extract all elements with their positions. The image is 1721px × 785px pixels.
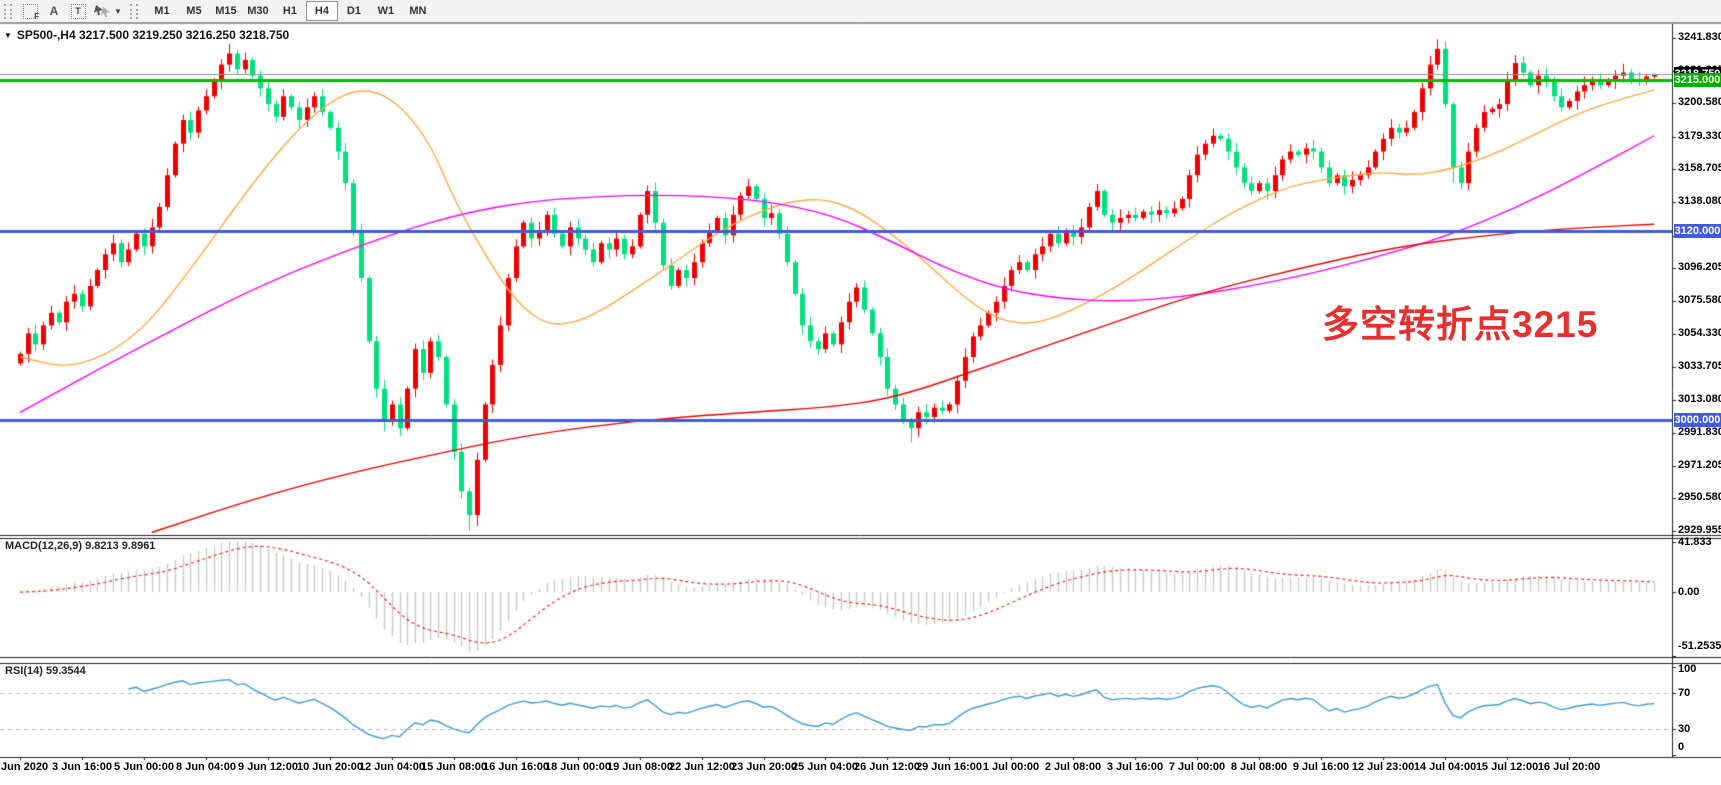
time-axis-label: 12 Jun 04:00 — [358, 761, 426, 773]
arrows-icon[interactable] — [92, 2, 112, 20]
time-axis-label: 29 Jun 16:00 — [915, 761, 983, 773]
price-tick-label: 2971.205 — [1678, 459, 1721, 471]
price-tick-label: 3138.080 — [1678, 195, 1721, 207]
timeframe-button-h4[interactable]: H4 — [305, 1, 338, 21]
time-axis-label: 7 Jul 00:00 — [1168, 761, 1226, 773]
dropdown-caret-icon[interactable]: ▼ — [114, 6, 122, 16]
macd-tick-label: 41.833 — [1678, 536, 1712, 548]
price-tick-label: 2929.955 — [1678, 524, 1721, 536]
time-axis-label: 5 Jun 00:00 — [114, 761, 174, 773]
timeframe-button-mn[interactable]: MN — [409, 5, 427, 17]
price-tick-label: 3054.330 — [1678, 327, 1721, 339]
timeframe-button-m5[interactable]: M5 — [186, 5, 202, 17]
price-tick-label: 3158.705 — [1678, 162, 1721, 174]
price-line-label: 3120.000 — [1674, 224, 1721, 238]
timeframe-button-d1[interactable]: D1 — [346, 5, 361, 17]
time-axis-label: 9 Jul 16:00 — [1292, 761, 1350, 773]
price-line-label: 3000.000 — [1674, 413, 1721, 427]
time-axis-label: 26 Jun 12:00 — [853, 761, 921, 773]
time-axis-label: 16 Jul 20:00 — [1537, 761, 1601, 773]
time-axis-label: 18 Jun 00:00 — [544, 761, 612, 773]
toolbar-grip[interactable] — [4, 3, 12, 19]
price-tick-label: 3075.580 — [1678, 294, 1721, 306]
chart-title-text: SP500-,H4 3217.500 3219.250 3216.250 321… — [16, 28, 290, 42]
time-axis-label: 2 Jul 08:00 — [1044, 761, 1102, 773]
time-axis-label: 10 Jun 20:00 — [296, 761, 364, 773]
rsi-tick-label: 70 — [1678, 687, 1691, 699]
macd-tick-label: 0.00 — [1678, 586, 1700, 598]
rsi-tick-label: 100 — [1678, 663, 1697, 675]
time-axis-label: 15 Jul 12:00 — [1475, 761, 1539, 773]
rsi-indicator-label: RSI(14) 59.3544 — [5, 665, 86, 677]
price-tick-label: 3033.705 — [1678, 360, 1721, 372]
timeframe-button-w1[interactable]: W1 — [377, 5, 395, 17]
time-axis-label: 19 Jun 08:00 — [606, 761, 674, 773]
timeframe-button-m1[interactable]: M1 — [154, 5, 170, 17]
price-tick-label: 3179.330 — [1678, 130, 1721, 142]
time-axis-label: 8 Jun 04:00 — [176, 761, 236, 773]
time-axis-label: 8 Jul 08:00 — [1230, 761, 1288, 773]
timeframe-toolbar: M1 M5 M15 M30 H1 H4 D1 W1 MN — [146, 1, 434, 21]
frame-f-icon[interactable]: F — [20, 2, 40, 21]
macd-indicator-label: MACD(12,26,9) 9.8213 9.8961 — [5, 540, 156, 552]
time-axis-label: 3 Jul 16:00 — [1106, 761, 1164, 773]
toolbar-grip-2[interactable] — [129, 3, 138, 19]
macd-tick-label: -51.2535 — [1678, 640, 1721, 652]
time-axis-label: 23 Jun 20:00 — [730, 761, 798, 773]
timeframe-button-m15[interactable]: M15 — [215, 5, 237, 17]
price-tick-label: 3200.580 — [1678, 96, 1721, 108]
time-axis-label: 1 Jul 00:00 — [982, 761, 1040, 773]
time-axis-label: 2 Jun 2020 — [0, 761, 49, 773]
price-tick-label: 3013.080 — [1678, 393, 1721, 405]
price-line-label: 3215.000 — [1674, 73, 1721, 87]
chart-title: ▼ SP500-,H4 3217.500 3219.250 3216.250 3… — [4, 28, 289, 42]
rsi-tick-label: 30 — [1678, 723, 1691, 735]
price-tick-label: 2991.830 — [1678, 426, 1721, 438]
time-axis-label: 9 Jun 12:00 — [238, 761, 298, 773]
time-axis-label: 3 Jun 16:00 — [52, 761, 112, 773]
time-axis-label: 16 Jun 16:00 — [482, 761, 550, 773]
price-tick-label: 3096.205 — [1678, 261, 1721, 273]
timeframe-button-m30[interactable]: M30 — [247, 5, 269, 17]
time-axis-label: 15 Jun 08:00 — [420, 761, 488, 773]
toolbar: F A T ▼ M1 M5 M15 M30 H1 H4 D1 W1 MN — [0, 0, 1721, 23]
time-axis-label: 14 Jul 04:00 — [1413, 761, 1477, 773]
text-label-icon[interactable]: T — [68, 2, 88, 20]
price-tick-label: 2950.580 — [1678, 491, 1721, 503]
rsi-tick-label: 0 — [1678, 741, 1685, 753]
time-axis-label: 22 Jun 12:00 — [668, 761, 736, 773]
time-axis-label: 12 Jul 23:00 — [1351, 761, 1415, 773]
chart-annotation-text[interactable]: 多空转折点3215 — [1322, 304, 1599, 345]
font-a-icon[interactable]: A — [49, 4, 59, 18]
timeframe-button-h1[interactable]: H1 — [282, 5, 297, 17]
symbol-dropdown-icon[interactable]: ▼ — [4, 30, 12, 40]
price-tick-label: 3241.830 — [1678, 31, 1721, 43]
time-axis-label: 25 Jun 04:00 — [791, 761, 859, 773]
